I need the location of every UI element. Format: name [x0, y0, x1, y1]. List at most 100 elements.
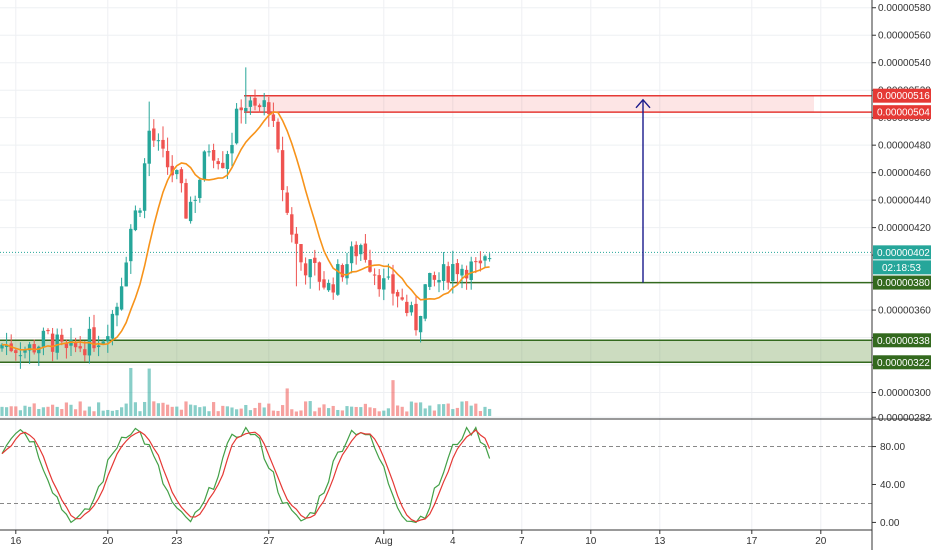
candle[interactable]	[437, 272, 441, 293]
candle[interactable]	[432, 271, 437, 287]
candle[interactable]	[336, 259, 340, 296]
candle[interactable]	[428, 272, 432, 291]
candle[interactable]	[340, 263, 345, 282]
candle[interactable]	[115, 302, 119, 327]
candle[interactable]	[400, 288, 404, 301]
candle[interactable]	[142, 158, 147, 219]
candle[interactable]	[73, 337, 78, 353]
candle[interactable]	[446, 261, 450, 290]
candle[interactable]	[202, 150, 207, 182]
candle[interactable]	[119, 277, 124, 311]
resistance-zone[interactable]	[244, 95, 814, 113]
candle[interactable]	[290, 207, 294, 243]
candle[interactable]	[262, 92, 266, 116]
candle[interactable]	[207, 144, 211, 157]
candle[interactable]	[32, 339, 36, 355]
stoch-k-line[interactable]	[1, 426, 491, 524]
candle[interactable]	[179, 167, 184, 193]
support-top-tag[interactable]: 0.00000338	[873, 333, 931, 348]
candle[interactable]	[359, 243, 363, 262]
candle[interactable]	[349, 241, 354, 274]
candle[interactable]	[478, 251, 483, 272]
candle[interactable]	[170, 155, 174, 183]
candle[interactable]	[451, 250, 455, 294]
candle[interactable]	[317, 261, 322, 291]
candle[interactable]	[23, 346, 27, 359]
candle[interactable]	[441, 252, 446, 291]
projection-arrow[interactable]	[635, 98, 651, 283]
candle[interactable]	[147, 101, 151, 177]
candle[interactable]	[455, 259, 460, 286]
candle[interactable]	[92, 314, 96, 352]
candle[interactable]	[395, 289, 400, 308]
target-tag[interactable]: 0.00000380	[873, 275, 931, 290]
candle[interactable]	[487, 253, 492, 262]
candle[interactable]	[294, 226, 299, 287]
candle[interactable]	[138, 207, 142, 217]
candle[interactable]	[41, 327, 46, 356]
candle[interactable]	[313, 249, 317, 276]
candle[interactable]	[27, 341, 32, 364]
time-axis[interactable]: 16 20 23 27 Aug 4 7 10 13 17 20	[10, 530, 827, 547]
support-bottom-tag[interactable]: 0.00000322	[873, 355, 931, 370]
candle[interactable]	[354, 241, 358, 265]
candle[interactable]	[409, 301, 414, 316]
candle[interactable]	[50, 327, 55, 362]
candle[interactable]	[101, 339, 105, 345]
candle[interactable]	[129, 224, 133, 274]
candle[interactable]	[248, 96, 253, 115]
candle[interactable]	[414, 295, 418, 336]
candle[interactable]	[0, 343, 4, 352]
candle[interactable]	[188, 196, 193, 224]
candle[interactable]	[83, 341, 87, 362]
candle[interactable]	[60, 328, 64, 346]
candle[interactable]	[474, 257, 478, 274]
candle[interactable]	[124, 256, 128, 287]
candle[interactable]	[257, 103, 262, 113]
candle[interactable]	[184, 178, 188, 219]
candle[interactable]	[418, 315, 423, 343]
candle[interactable]	[133, 205, 138, 232]
candle[interactable]	[372, 268, 377, 286]
candle[interactable]	[244, 67, 248, 124]
candle[interactable]	[193, 195, 197, 213]
candle[interactable]	[234, 103, 239, 145]
candle[interactable]	[198, 177, 202, 203]
candle[interactable]	[211, 143, 216, 169]
candle[interactable]	[382, 268, 386, 301]
stoch-d-line[interactable]	[1, 429, 491, 523]
candle[interactable]	[106, 324, 110, 353]
candle[interactable]	[308, 259, 312, 289]
resistance-top-tag[interactable]: 0.00000516	[873, 88, 931, 103]
candle[interactable]	[253, 89, 257, 111]
stoch-axis[interactable]: 80.00 40.00 0.00	[872, 442, 905, 529]
support-zone[interactable]	[0, 340, 872, 363]
candle[interactable]	[239, 99, 243, 124]
candle[interactable]	[276, 118, 280, 153]
candle[interactable]	[377, 269, 381, 297]
candle[interactable]	[230, 132, 234, 167]
candle[interactable]	[78, 336, 82, 353]
candle[interactable]	[326, 279, 331, 292]
candle[interactable]	[161, 126, 165, 158]
candle[interactable]	[46, 328, 50, 335]
candle[interactable]	[368, 249, 372, 273]
candle[interactable]	[96, 335, 101, 357]
resistance-bottom-tag[interactable]: 0.00000504	[873, 105, 931, 120]
candle[interactable]	[483, 254, 487, 268]
candle[interactable]	[391, 264, 395, 306]
candle[interactable]	[165, 137, 170, 175]
candle[interactable]	[18, 342, 23, 369]
candle[interactable]	[363, 234, 368, 263]
candle[interactable]	[55, 328, 59, 360]
candle[interactable]	[175, 169, 179, 180]
candle[interactable]	[280, 136, 285, 202]
candle[interactable]	[110, 310, 115, 346]
moving-average-line[interactable]	[1, 111, 490, 351]
candle[interactable]	[221, 151, 225, 169]
candle[interactable]	[405, 294, 409, 317]
candle[interactable]	[464, 265, 469, 290]
candle[interactable]	[331, 277, 335, 300]
